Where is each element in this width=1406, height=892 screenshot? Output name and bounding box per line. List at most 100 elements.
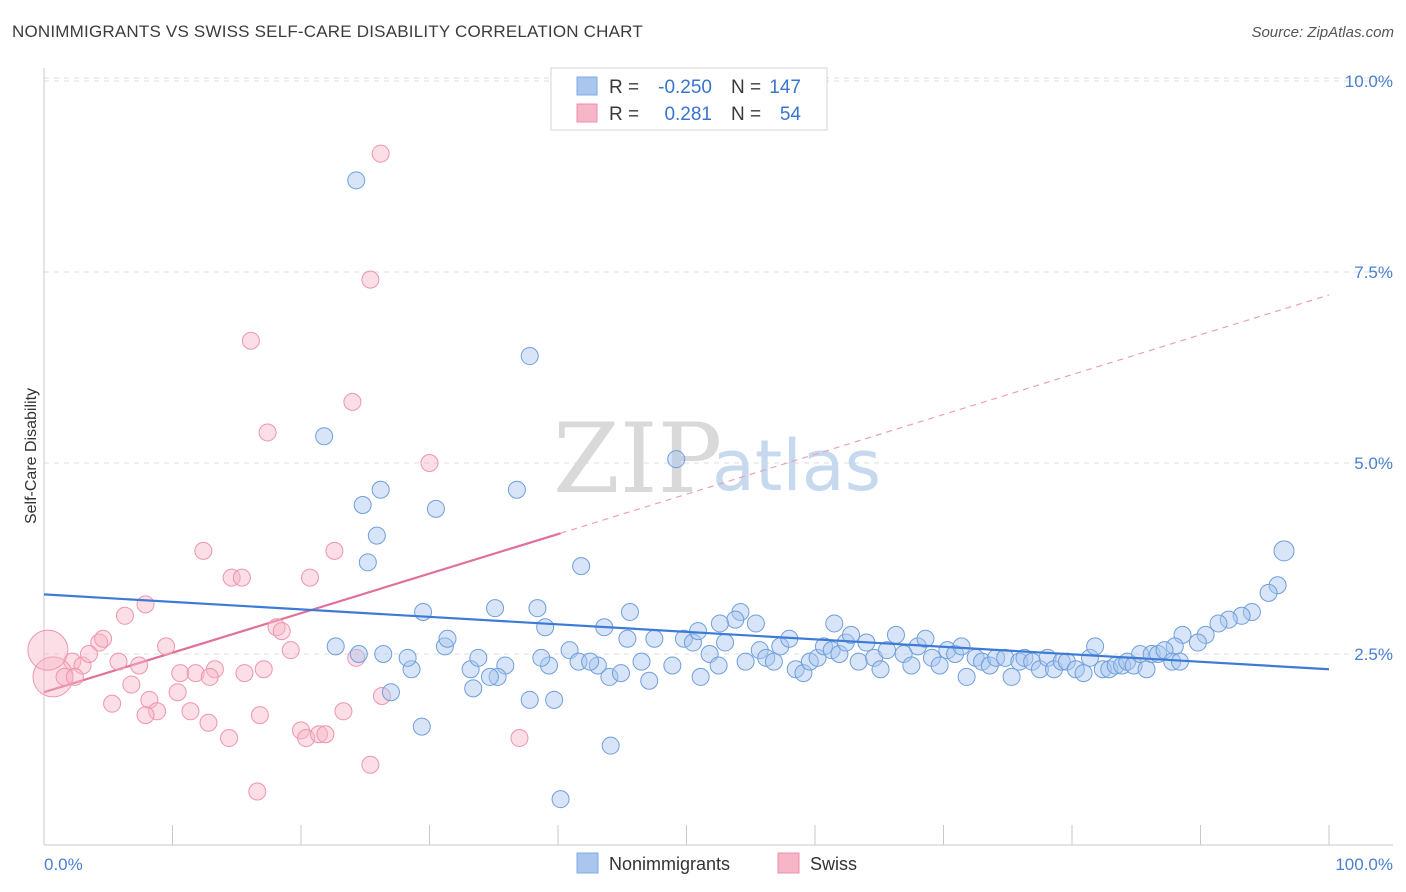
point-nonimmigrants	[426, 499, 445, 518]
point-nonimmigrants	[536, 618, 555, 637]
point-nonimmigrants	[663, 656, 682, 675]
point-nonimmigrants	[1086, 637, 1105, 656]
y-tick-label: 5.0%	[1354, 454, 1393, 473]
y-tick-labels: 2.5% 5.0% 7.5% 10.0%	[1345, 72, 1393, 664]
point-nonimmigrants	[1074, 664, 1093, 683]
point-nonimmigrants	[1242, 602, 1261, 621]
point-swiss	[232, 568, 251, 587]
watermark-atlas: atlas	[712, 425, 881, 507]
legend-n-label: N =	[731, 77, 761, 98]
point-nonimmigrants	[601, 736, 620, 755]
point-nonimmigrants	[326, 637, 345, 656]
point-nonimmigrants	[1023, 652, 1042, 671]
point-swiss	[510, 729, 529, 748]
point-swiss	[115, 606, 134, 625]
point-nonimmigrants	[528, 599, 547, 618]
point-swiss	[148, 702, 167, 721]
point-swiss	[272, 622, 291, 641]
point-nonimmigrants	[412, 717, 431, 736]
point-nonimmigrants	[1196, 625, 1215, 644]
point-swiss	[122, 675, 141, 694]
point-nonimmigrants	[716, 633, 735, 652]
point-swiss	[27, 629, 69, 671]
point-nonimmigrants	[1080, 648, 1099, 667]
point-nonimmigrants	[620, 602, 639, 621]
point-swiss	[371, 144, 390, 163]
point-nonimmigrants	[618, 629, 637, 648]
point-nonimmigrants	[486, 599, 505, 618]
point-nonimmigrants	[808, 648, 827, 667]
point-nonimmigrants	[572, 557, 591, 576]
point-nonimmigrants	[367, 526, 386, 545]
point-nonimmigrants	[532, 648, 551, 667]
legend-r-label: R =	[609, 77, 639, 98]
point-swiss	[94, 629, 113, 648]
point-nonimmigrants	[871, 660, 890, 679]
point-swiss	[130, 656, 149, 675]
y-tick-label: 2.5%	[1354, 645, 1393, 664]
point-nonimmigrants	[488, 667, 507, 686]
point-swiss	[186, 664, 205, 683]
point-nonimmigrants	[464, 679, 483, 698]
point-swiss	[254, 660, 273, 679]
axes	[43, 68, 1393, 846]
point-nonimmigrants	[1268, 576, 1287, 595]
point-swiss	[171, 664, 190, 683]
point-nonimmigrants	[347, 171, 366, 190]
chart-title: NONIMMIGRANTS VS SWISS SELF-CARE DISABIL…	[12, 22, 643, 41]
point-nonimmigrants	[877, 641, 896, 660]
point-nonimmigrants	[358, 553, 377, 572]
point-nonimmigrants	[520, 690, 539, 709]
trend-nonimmigrants	[43, 593, 1330, 671]
point-nonimmigrants	[632, 652, 651, 671]
point-nonimmigrants	[902, 656, 921, 675]
point-nonimmigrants	[1273, 540, 1295, 562]
point-nonimmigrants	[349, 645, 368, 663]
legend-r-value: -0.250	[658, 77, 712, 98]
point-nonimmigrants	[1209, 614, 1228, 633]
bottom-legend-swatch-swiss	[777, 852, 800, 874]
point-nonimmigrants	[667, 450, 686, 469]
x-tick-label-max: 100.0%	[1335, 855, 1393, 874]
point-nonimmigrants	[849, 652, 868, 671]
points-swiss	[27, 144, 529, 801]
trend-line-nonimmigrants	[43, 593, 1330, 671]
legend-n-value: 147	[769, 77, 801, 98]
point-nonimmigrants	[1219, 610, 1238, 629]
point-swiss	[250, 706, 269, 725]
point-swiss	[316, 725, 335, 744]
point-nonimmigrants	[1259, 583, 1278, 602]
point-swiss	[309, 725, 328, 744]
point-nonimmigrants	[1188, 633, 1207, 652]
point-nonimmigrants	[726, 610, 745, 629]
point-nonimmigrants	[381, 683, 400, 702]
point-swiss	[222, 568, 241, 587]
point-nonimmigrants	[469, 648, 488, 667]
point-nonimmigrants	[402, 660, 421, 679]
legend-r-label: R =	[609, 104, 639, 125]
point-nonimmigrants	[957, 667, 976, 686]
point-nonimmigrants	[825, 614, 844, 633]
point-swiss	[194, 541, 213, 560]
point-swiss	[55, 667, 74, 686]
legend-n-label: N =	[731, 104, 761, 125]
legend: R = -0.250 N = 147 R = 0.281 N = 54	[550, 67, 828, 131]
x-tick-label-min: 0.0%	[44, 855, 83, 874]
legend-swatch-nonimmigrants	[576, 76, 598, 96]
point-swiss	[103, 694, 122, 713]
point-nonimmigrants	[540, 656, 559, 675]
point-swiss	[248, 782, 267, 801]
bottom-legend: Nonimmigrants Swiss	[576, 852, 857, 874]
point-swiss	[420, 454, 439, 472]
point-nonimmigrants	[980, 656, 999, 675]
point-nonimmigrants	[398, 648, 417, 667]
point-swiss	[241, 331, 260, 350]
point-nonimmigrants	[551, 790, 570, 809]
point-nonimmigrants	[1002, 667, 1021, 686]
bottom-legend-swatch-nonimmigrants	[576, 852, 599, 874]
point-nonimmigrants	[545, 690, 564, 709]
point-nonimmigrants	[581, 652, 600, 671]
point-swiss	[220, 729, 239, 748]
point-nonimmigrants	[645, 629, 664, 648]
